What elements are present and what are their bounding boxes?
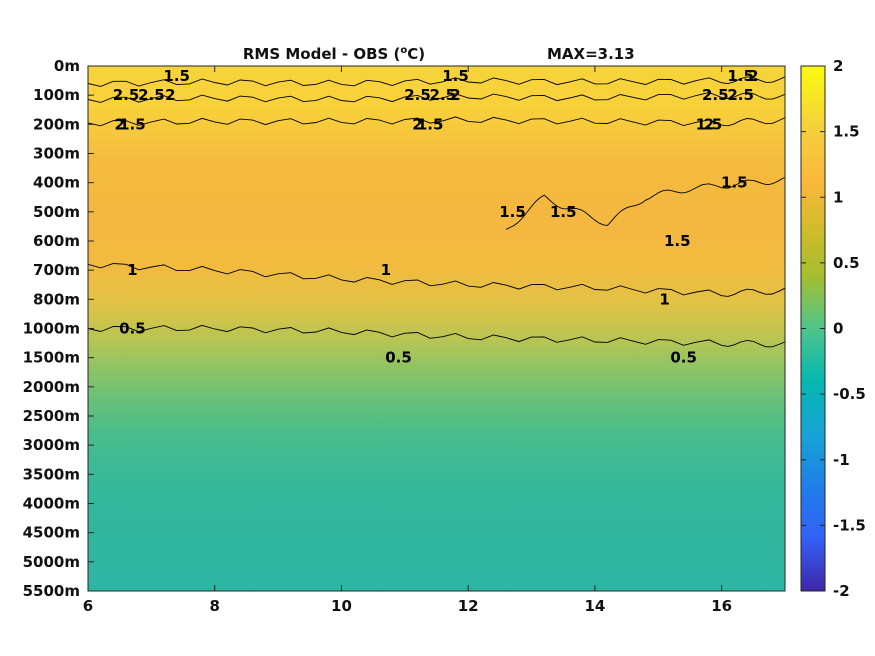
- y-tick-label: 100m: [33, 86, 80, 104]
- y-tick-label: 300m: [33, 145, 80, 163]
- title-text: RMS Model - OBS (oC): [243, 45, 425, 63]
- y-tick-label: 800m: [33, 290, 80, 308]
- contour-label-layer: 1.522.52.521.51.522.52.521.51.522.52.521…: [113, 67, 759, 367]
- contour-label: 1.5: [696, 115, 723, 133]
- y-tick-label: 2500m: [23, 407, 80, 425]
- contour-label: 1.5: [727, 67, 754, 85]
- colorbar-tick-label: -2: [833, 582, 850, 600]
- x-tick-label: 10: [331, 597, 352, 615]
- y-tick-label: 2000m: [23, 378, 80, 396]
- x-tick-label: 6: [83, 597, 93, 615]
- contour-layer: [88, 76, 785, 348]
- contour-label: 2.5: [138, 86, 165, 104]
- contour-label: 0.5: [670, 349, 697, 367]
- colorbar-tick-label: -1: [833, 451, 850, 469]
- y-tick-label: 700m: [33, 261, 80, 279]
- contour-label: 2.5: [113, 86, 140, 104]
- contour-label: 1.5: [442, 67, 469, 85]
- y-tick-label: 1500m: [23, 349, 80, 367]
- x-tick-label: 12: [458, 597, 479, 615]
- contour-line: [88, 92, 785, 103]
- contour-label: 1: [381, 261, 391, 279]
- contour-label: 1: [659, 290, 669, 308]
- contour-label: 2.5: [430, 86, 457, 104]
- y-tick-label: 4500m: [23, 524, 80, 542]
- contour-label: 1: [127, 261, 137, 279]
- colorbar-tick-label: 0.5: [833, 254, 860, 272]
- colorbar-tick-label: 2: [833, 57, 843, 75]
- contour-label: 1.5: [163, 67, 190, 85]
- max-label: MAX=3.13: [547, 45, 635, 63]
- contour-label: 2: [412, 115, 422, 133]
- contour-label: 1.5: [550, 203, 577, 221]
- y-tick-label: 500m: [33, 203, 80, 221]
- contour-line: [88, 76, 785, 87]
- y-tick-label: 600m: [33, 232, 80, 250]
- chart-title: RMS Model - OBS (oC) MAX=3.13: [243, 45, 635, 63]
- contour-label: 1.5: [119, 115, 146, 133]
- y-tick-label: 4000m: [23, 495, 80, 513]
- contour-label: 0.5: [385, 349, 412, 367]
- contour-label: 1.5: [417, 115, 444, 133]
- y-tick-label: 200m: [33, 115, 80, 133]
- contour-label: 2: [114, 115, 124, 133]
- contour-label: 2: [450, 86, 460, 104]
- y-tick-label: 3500m: [23, 465, 80, 483]
- x-tick-label: 8: [210, 597, 220, 615]
- y-tick-label: 5000m: [23, 553, 80, 571]
- contour-label: 2: [165, 86, 175, 104]
- contour-label: 2: [748, 67, 758, 85]
- colorbar-ticks: 2 1.5 1 0.5 0 -0.5 -1 -1.5 -2: [801, 57, 866, 600]
- x-tick-label: 16: [711, 597, 732, 615]
- colorbar-tick-label: 1.5: [833, 123, 860, 141]
- contour-label: 0.5: [119, 320, 146, 338]
- contour-label: 1.5: [721, 174, 748, 192]
- colorbar-tick-label: -1.5: [833, 516, 866, 534]
- contour-label: 2.5: [404, 86, 431, 104]
- y-tick-label: 400m: [33, 174, 80, 192]
- y-tick-label: 5500m: [23, 582, 80, 600]
- contour-label: 2.5: [727, 86, 754, 104]
- contour-label: 2.5: [702, 86, 729, 104]
- x-axis: 6 8 10 12 14 16: [83, 66, 732, 615]
- contour-label: 1.5: [499, 203, 526, 221]
- contour-line: [88, 324, 785, 348]
- colorbar: 2 1.5 1 0.5 0 -0.5 -1 -1.5 -2: [800, 57, 866, 600]
- contour-line: [88, 263, 785, 297]
- colorbar-tick-label: 0: [833, 320, 843, 338]
- y-tick-label: 0m: [54, 57, 80, 75]
- contour-line: [88, 116, 785, 127]
- y-axis: 0m 100m 200m 300m 400m 500m 600m 700m 800m 1000m 1…: [23, 57, 94, 600]
- colorbar-tick-label: 1: [833, 188, 843, 206]
- contour-line: [506, 176, 785, 230]
- y-tick-label: 1000m: [23, 320, 80, 338]
- x-tick-label: 14: [584, 597, 605, 615]
- contour-label: 1.5: [664, 232, 691, 250]
- contour-label: 2: [704, 115, 714, 133]
- y-tick-label: 3000m: [23, 436, 80, 454]
- plot-area: 1.522.52.521.51.522.52.521.51.522.52.521…: [87, 65, 786, 592]
- colorbar-tick-label: -0.5: [833, 385, 866, 403]
- heatmap-field: [88, 66, 785, 591]
